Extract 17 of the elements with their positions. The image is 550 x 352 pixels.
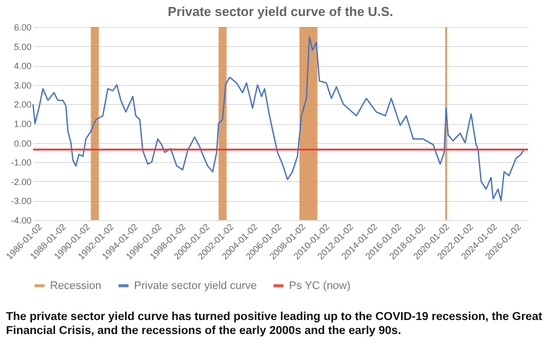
y-tick-label: 4.00 [14, 61, 32, 72]
y-tick-label: 5.00 [14, 42, 32, 52]
chart-title: Private sector yield curve of the U.S. [168, 4, 394, 19]
legend-label: Recession [50, 280, 102, 292]
y-tick-label: -3.00 [10, 196, 32, 206]
text: The private sector yield curve has turned positive leading up to the COVID-19 recession, the Great Financial Crisis, and the recessions of the early 2000s and the early 90s. [5, 310, 544, 338]
y-tick-label: 2.00 [14, 100, 32, 110]
y-tick-label: 0.00 [14, 138, 32, 148]
y-tick-label: -2.00 [10, 176, 32, 187]
y-tick-label: -1.00 [10, 158, 32, 168]
y-tick-label: 3.00 [14, 80, 32, 90]
y-tick-label: 6.00 [14, 22, 32, 32]
y-tick-label: -4.00 [10, 216, 32, 226]
line-series [32, 36, 525, 202]
legend-label: Private sector yield curve [134, 280, 257, 292]
y-tick-label: 1.00 [14, 119, 32, 129]
legend-label: Ps YC (now) [289, 280, 351, 292]
